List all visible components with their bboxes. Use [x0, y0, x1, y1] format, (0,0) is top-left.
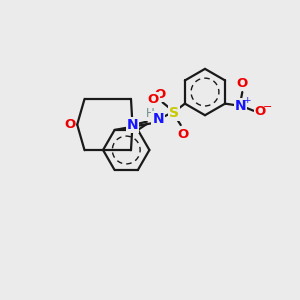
Text: N: N	[127, 118, 138, 132]
Text: O: O	[154, 88, 166, 100]
Text: N: N	[235, 99, 246, 113]
Text: O: O	[177, 128, 188, 141]
Text: O: O	[64, 118, 75, 131]
Text: O: O	[254, 106, 266, 118]
Text: N: N	[152, 112, 164, 126]
Text: −: −	[262, 102, 272, 112]
Text: H: H	[146, 107, 154, 120]
Text: O: O	[237, 77, 248, 90]
Text: +: +	[243, 96, 251, 105]
Text: O: O	[148, 93, 159, 106]
Text: S: S	[169, 106, 178, 119]
